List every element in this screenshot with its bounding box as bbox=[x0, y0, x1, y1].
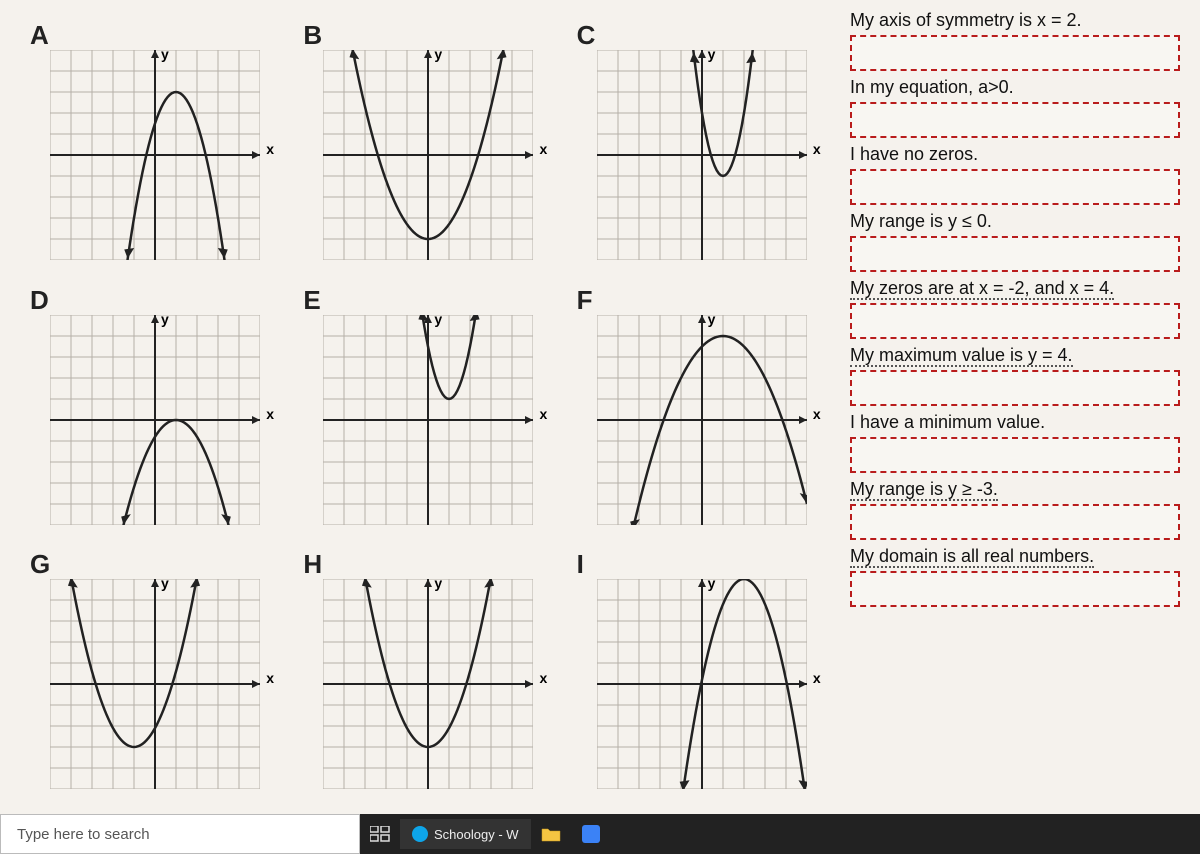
statement-5: My zeros are at x = -2, and x = 4. bbox=[850, 278, 1180, 339]
statement-9: My domain is all real numbers. bbox=[850, 546, 1180, 607]
graph-label: B bbox=[303, 20, 322, 51]
statements-column: My axis of symmetry is x = 2. In my equat… bbox=[840, 0, 1200, 814]
graph-svg bbox=[50, 315, 260, 525]
answer-dropzone[interactable] bbox=[850, 370, 1180, 406]
graph-svg bbox=[597, 315, 807, 525]
graph-svg bbox=[50, 50, 260, 260]
graph-cell-d: D yx bbox=[30, 285, 283, 540]
graph-box: yx bbox=[597, 315, 807, 525]
statement-text: In my equation, a>0. bbox=[850, 77, 1180, 98]
graph-svg bbox=[323, 315, 533, 525]
graph-box: yx bbox=[323, 579, 533, 789]
y-axis-label: y bbox=[434, 46, 442, 62]
graph-box: yx bbox=[323, 50, 533, 260]
answer-dropzone[interactable] bbox=[850, 169, 1180, 205]
graph-label: I bbox=[577, 549, 584, 580]
task-view-icon[interactable] bbox=[360, 814, 400, 854]
graph-cell-h: H yx bbox=[303, 549, 556, 804]
graph-box: yx bbox=[597, 579, 807, 789]
graph-label: D bbox=[30, 285, 49, 316]
worksheet-content: A yxB yxC bbox=[0, 0, 1200, 814]
app-icon[interactable] bbox=[571, 814, 611, 854]
x-axis-label: x bbox=[813, 670, 821, 686]
graph-box: yx bbox=[50, 579, 260, 789]
y-axis-label: y bbox=[708, 575, 716, 591]
answer-dropzone[interactable] bbox=[850, 102, 1180, 138]
graph-cell-e: E yx bbox=[303, 285, 556, 540]
y-axis-label: y bbox=[708, 311, 716, 327]
y-axis-label: y bbox=[708, 46, 716, 62]
statement-6: My maximum value is y = 4. bbox=[850, 345, 1180, 406]
graph-box: yx bbox=[50, 315, 260, 525]
graph-cell-b: B yx bbox=[303, 20, 556, 275]
answer-dropzone[interactable] bbox=[850, 437, 1180, 473]
answer-dropzone[interactable] bbox=[850, 504, 1180, 540]
graph-label: A bbox=[30, 20, 49, 51]
graph-cell-f: F yx bbox=[577, 285, 830, 540]
y-axis-label: y bbox=[434, 575, 442, 591]
graph-cell-i: I yx bbox=[577, 549, 830, 804]
graph-box: yx bbox=[323, 315, 533, 525]
x-axis-label: x bbox=[540, 406, 548, 422]
statement-text: My range is y ≥ -3. bbox=[850, 479, 1180, 500]
graph-box: yx bbox=[50, 50, 260, 260]
y-axis-label: y bbox=[434, 311, 442, 327]
answer-dropzone[interactable] bbox=[850, 35, 1180, 71]
graphs-grid: A yxB yxC bbox=[0, 0, 840, 814]
y-axis-label: y bbox=[161, 575, 169, 591]
statement-7: I have a minimum value. bbox=[850, 412, 1180, 473]
statement-text: I have no zeros. bbox=[850, 144, 1180, 165]
statement-text: My domain is all real numbers. bbox=[850, 546, 1180, 567]
graph-svg bbox=[597, 579, 807, 789]
statement-text: My axis of symmetry is x = 2. bbox=[850, 10, 1180, 31]
graph-svg bbox=[323, 579, 533, 789]
x-axis-label: x bbox=[266, 406, 274, 422]
graph-label: F bbox=[577, 285, 593, 316]
graph-label: C bbox=[577, 20, 596, 51]
statement-8: My range is y ≥ -3. bbox=[850, 479, 1180, 540]
browser-tab-schoology[interactable]: Schoology - W bbox=[400, 819, 531, 849]
graph-box: yx bbox=[597, 50, 807, 260]
graph-cell-g: G yx bbox=[30, 549, 283, 804]
x-axis-label: x bbox=[813, 406, 821, 422]
file-explorer-icon[interactable] bbox=[531, 814, 571, 854]
graph-cell-a: A yx bbox=[30, 20, 283, 275]
graph-svg bbox=[50, 579, 260, 789]
x-axis-label: x bbox=[540, 670, 548, 686]
statement-2: In my equation, a>0. bbox=[850, 77, 1180, 138]
graph-label: E bbox=[303, 285, 320, 316]
statement-text: My zeros are at x = -2, and x = 4. bbox=[850, 278, 1180, 299]
x-axis-label: x bbox=[266, 670, 274, 686]
y-axis-label: y bbox=[161, 311, 169, 327]
taskbar-search[interactable]: Type here to search bbox=[0, 814, 360, 854]
statement-1: My axis of symmetry is x = 2. bbox=[850, 10, 1180, 71]
graph-cell-c: C yx bbox=[577, 20, 830, 275]
browser-tab-label: Schoology - W bbox=[434, 827, 519, 842]
answer-dropzone[interactable] bbox=[850, 303, 1180, 339]
x-axis-label: x bbox=[266, 141, 274, 157]
statement-3: I have no zeros. bbox=[850, 144, 1180, 205]
schoology-icon bbox=[412, 826, 428, 842]
x-axis-label: x bbox=[540, 141, 548, 157]
statement-4: My range is y ≤ 0. bbox=[850, 211, 1180, 272]
answer-dropzone[interactable] bbox=[850, 571, 1180, 607]
search-placeholder-text: Type here to search bbox=[17, 826, 150, 843]
y-axis-label: y bbox=[161, 46, 169, 62]
graph-label: G bbox=[30, 549, 50, 580]
answer-dropzone[interactable] bbox=[850, 236, 1180, 272]
graph-label: H bbox=[303, 549, 322, 580]
statement-text: My maximum value is y = 4. bbox=[850, 345, 1180, 366]
graph-svg bbox=[597, 50, 807, 260]
x-axis-label: x bbox=[813, 141, 821, 157]
graph-svg bbox=[323, 50, 533, 260]
statement-text: I have a minimum value. bbox=[850, 412, 1180, 433]
windows-taskbar[interactable]: Type here to search Schoology - W bbox=[0, 814, 1200, 854]
statement-text: My range is y ≤ 0. bbox=[850, 211, 1180, 232]
